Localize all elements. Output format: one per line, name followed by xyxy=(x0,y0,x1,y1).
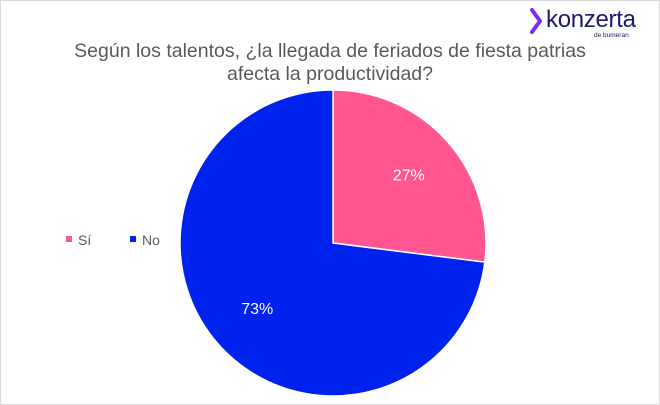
legend-label-no: No xyxy=(142,232,160,248)
brand-name: konzerta xyxy=(546,6,636,33)
legend-item-si: Sí xyxy=(66,232,91,248)
pie-slice-no xyxy=(179,89,486,397)
brand-logo: konzerta de bumeran xyxy=(528,6,650,42)
chart-title-line-1: Según los talentos, ¿la llegada de feria… xyxy=(74,40,586,62)
pie-slice-si xyxy=(332,89,487,264)
legend-item-no: No xyxy=(130,232,160,248)
legend-swatch-no xyxy=(130,236,136,243)
slice-label-si: 27% xyxy=(393,167,425,184)
legend-swatch-si xyxy=(66,236,72,243)
chart-title-line-2: afecta la productividad? xyxy=(227,63,433,85)
legend-label-si: Sí xyxy=(78,232,92,248)
slice-label-no: 73% xyxy=(241,301,273,318)
brand-chevron-icon xyxy=(530,8,542,34)
brand-tagline: de bumeran xyxy=(594,32,629,39)
